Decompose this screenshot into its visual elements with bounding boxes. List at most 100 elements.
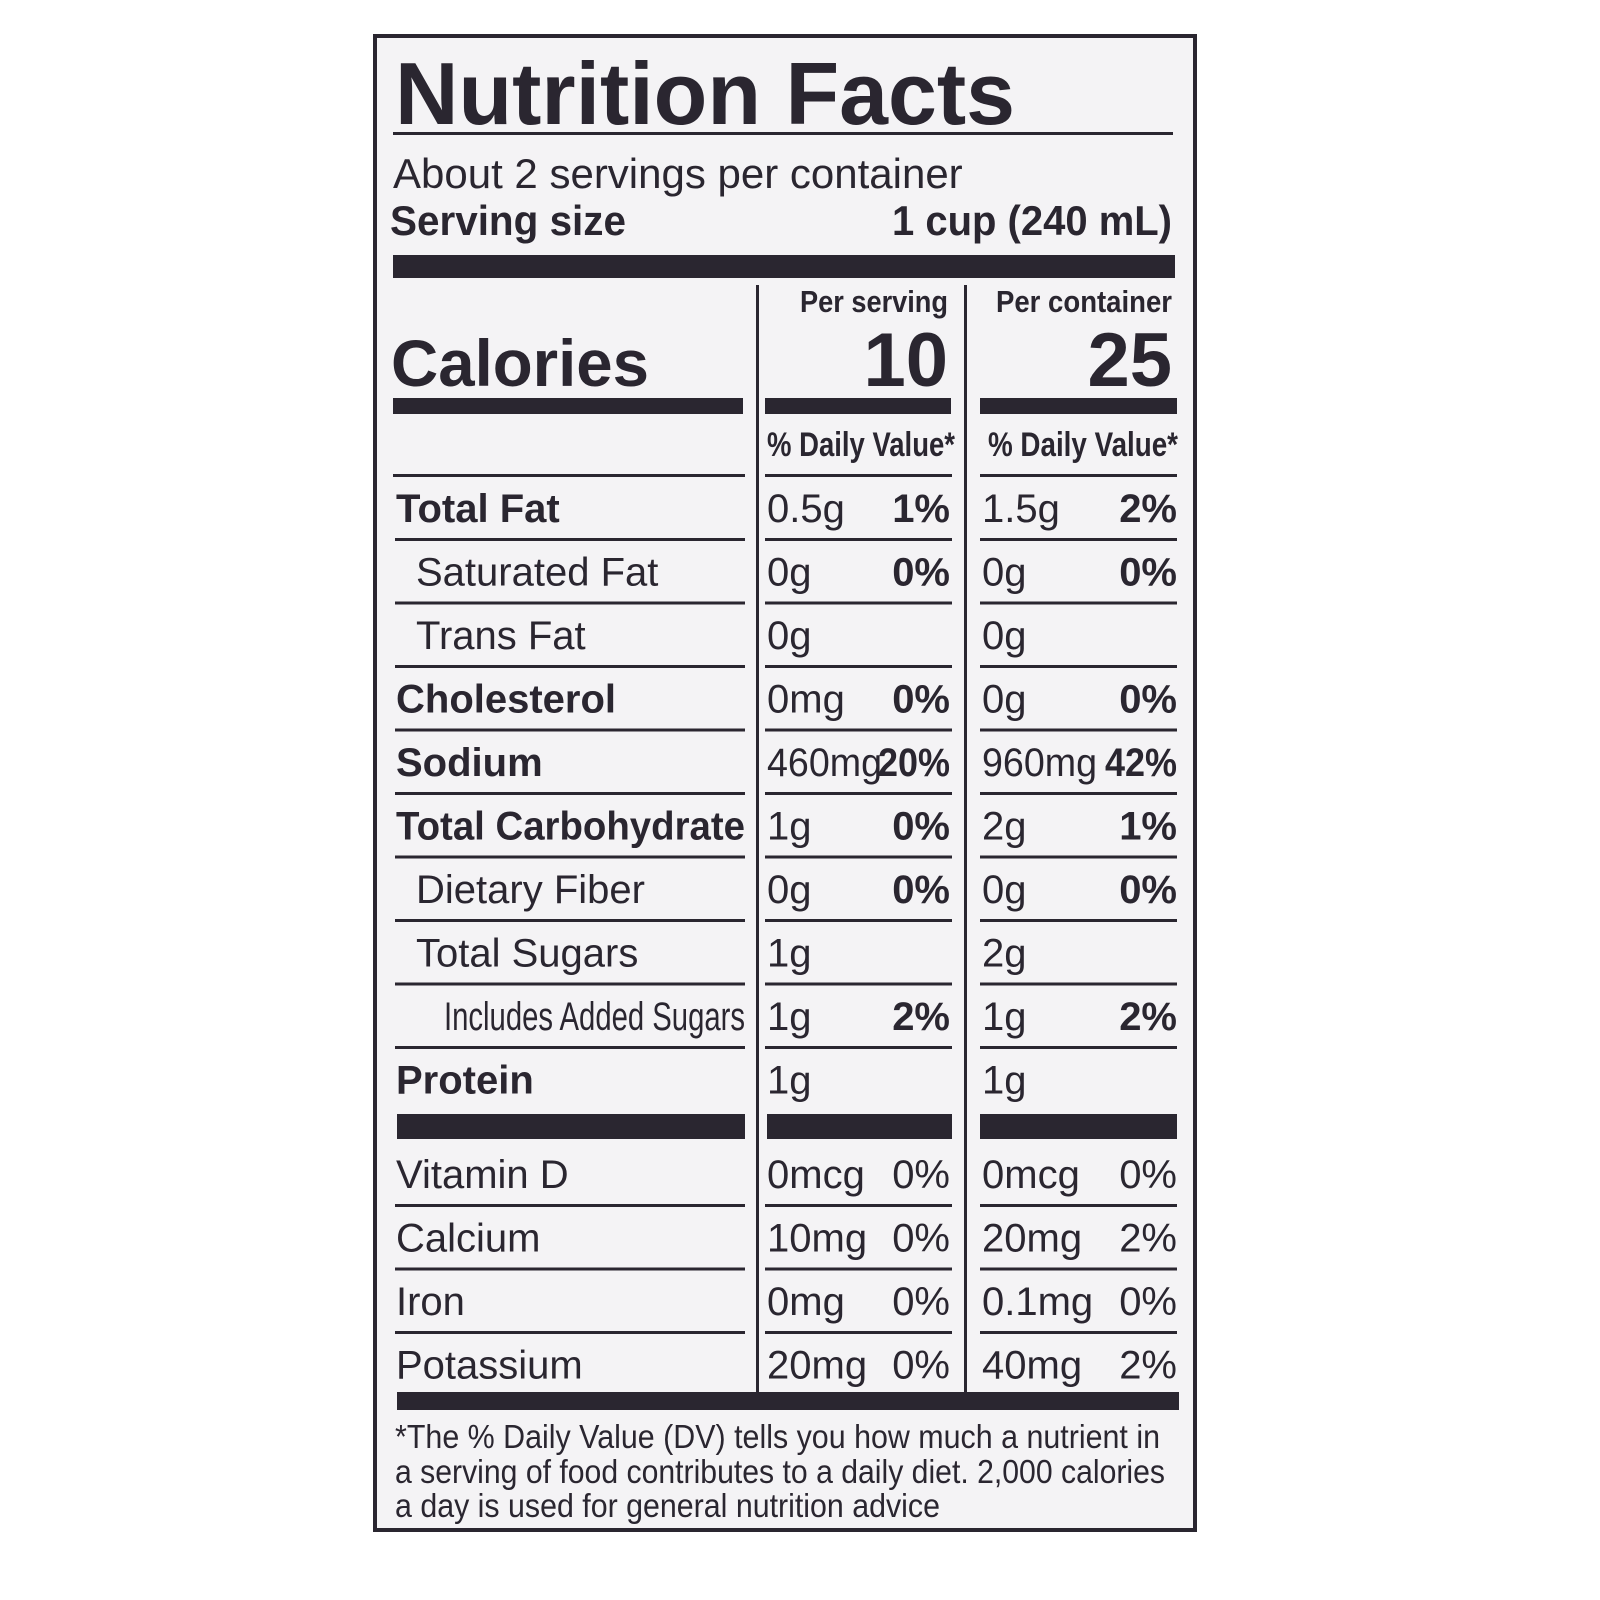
bar (397, 1114, 745, 1139)
daily-value: 0% (1119, 1280, 1177, 1324)
rule (980, 919, 1177, 922)
serving-size-label: Serving size (390, 197, 626, 244)
rule (765, 1046, 952, 1049)
amount: 1.5g (982, 487, 1060, 531)
rule (395, 601, 745, 605)
rule (395, 728, 745, 732)
amount: 0mcg (982, 1153, 1080, 1197)
amount: 1g (767, 932, 812, 976)
rule (395, 1331, 745, 1334)
amount: 10mg (767, 1217, 867, 1261)
rule (395, 1267, 745, 1271)
rule (765, 601, 952, 605)
rule (980, 1267, 1177, 1271)
thick-bar (393, 255, 1175, 278)
bar (767, 1114, 952, 1139)
daily-value: 2% (1119, 487, 1177, 531)
rule (765, 982, 952, 986)
nutrient-name: Iron (396, 1280, 465, 1324)
divider (964, 285, 967, 1393)
amount: 0g (767, 551, 812, 595)
rule (980, 855, 1177, 859)
amount: 460mg (767, 741, 882, 785)
nutrient-name: Calcium (396, 1217, 540, 1261)
bar (980, 398, 1177, 414)
amount: 1g (982, 995, 1027, 1039)
rule (393, 474, 745, 477)
nutrient-name: Trans Fat (416, 614, 586, 658)
daily-value: 2% (1119, 1217, 1177, 1261)
daily-value: 1% (892, 487, 950, 531)
calories-value: 25 (1087, 318, 1172, 403)
calories-label: Calories (391, 326, 649, 400)
amount: 1g (767, 995, 812, 1039)
rule (980, 538, 1177, 541)
daily-value: 0% (892, 678, 950, 722)
rule (765, 665, 952, 668)
bar (765, 398, 951, 414)
nutrient-name: Sodium (396, 741, 543, 785)
daily-value: 0% (892, 1344, 950, 1388)
nutrient-name: Total Fat (396, 487, 560, 531)
daily-value: 2% (1119, 995, 1177, 1039)
rule (765, 474, 952, 477)
nutrient-name: Potassium (396, 1344, 583, 1388)
rule (765, 792, 952, 795)
daily-value: 0% (892, 1153, 950, 1197)
label-box (373, 34, 1197, 1532)
rule (980, 1046, 1177, 1049)
rule (765, 538, 952, 541)
rule (980, 665, 1177, 668)
daily-value: 0% (892, 805, 950, 849)
daily-value: 20% (878, 741, 950, 785)
bar (980, 1114, 1177, 1139)
amount: 2g (982, 805, 1027, 849)
daily-value: 0% (892, 868, 950, 912)
nutrient-name: Includes Added Sugars (444, 995, 745, 1039)
rule (980, 982, 1177, 986)
daily-value: 1% (1119, 805, 1177, 849)
bar (397, 1392, 1179, 1410)
rule (395, 1046, 745, 1049)
rule (393, 132, 1173, 135)
nutrient-name: Cholesterol (396, 678, 616, 722)
rule (980, 474, 1177, 477)
amount: 0g (982, 551, 1027, 595)
rule (765, 1204, 952, 1207)
rule (980, 1204, 1177, 1207)
footnote: a day is used for general nutrition advi… (395, 1487, 940, 1524)
rule (395, 855, 745, 859)
calories-value: 10 (863, 318, 948, 403)
footnote: *The % Daily Value (DV) tells you how mu… (395, 1418, 1160, 1455)
column-header: Per serving (800, 284, 948, 319)
nutrient-name: Dietary Fiber (416, 868, 645, 912)
nutrient-name: Total Carbohydrate (396, 805, 745, 849)
amount: 0mcg (767, 1153, 865, 1197)
rule (395, 919, 745, 922)
daily-value: 2% (892, 995, 950, 1039)
amount: 2g (982, 932, 1027, 976)
amount: 0.1mg (982, 1280, 1093, 1324)
amount: 1g (767, 805, 812, 849)
daily-value: 42% (1105, 741, 1177, 785)
rule (395, 982, 745, 986)
rule (765, 855, 952, 859)
rule (395, 665, 745, 668)
amount: 0.5g (767, 487, 845, 531)
rule (765, 919, 952, 922)
dv-header: % Daily Value* (767, 426, 956, 464)
rule (980, 601, 1177, 605)
rule (395, 792, 745, 795)
amount: 0g (767, 614, 812, 658)
nutrient-name: Vitamin D (396, 1153, 569, 1197)
rule (980, 1331, 1177, 1334)
rule (980, 792, 1177, 795)
amount: 1g (982, 1059, 1027, 1103)
rule (765, 1267, 952, 1271)
bar (393, 398, 743, 414)
divider (756, 285, 759, 1393)
daily-value: 0% (892, 551, 950, 595)
rule (980, 728, 1177, 732)
amount: 0mg (767, 678, 845, 722)
